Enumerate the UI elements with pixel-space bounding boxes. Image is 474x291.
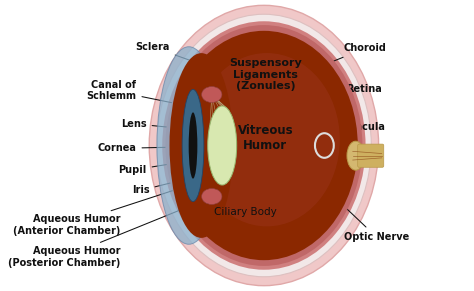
Text: Suspensory
Ligaments
(Zonules): Suspensory Ligaments (Zonules) — [229, 58, 302, 91]
Text: Ciliary Body: Ciliary Body — [214, 207, 276, 217]
Ellipse shape — [347, 141, 365, 170]
Text: Cornea: Cornea — [98, 143, 180, 153]
Ellipse shape — [170, 31, 358, 260]
Ellipse shape — [208, 106, 237, 185]
Ellipse shape — [156, 14, 371, 277]
Ellipse shape — [201, 189, 222, 205]
Ellipse shape — [194, 53, 340, 226]
Ellipse shape — [149, 5, 379, 286]
Text: Fovea: Fovea — [327, 145, 379, 155]
Text: Aqueous Humor
(Anterior Chamber): Aqueous Humor (Anterior Chamber) — [13, 188, 179, 236]
Text: Aqueous Humor
(Posterior Chamber): Aqueous Humor (Posterior Chamber) — [8, 209, 182, 268]
Text: Lens: Lens — [121, 119, 189, 130]
Ellipse shape — [189, 112, 197, 179]
Text: Macula: Macula — [327, 122, 385, 137]
Ellipse shape — [157, 47, 221, 244]
Ellipse shape — [170, 53, 233, 238]
Ellipse shape — [162, 21, 365, 270]
Text: Choroid: Choroid — [318, 43, 386, 68]
Text: Iris: Iris — [132, 179, 183, 195]
Text: Canal of
Schlemm: Canal of Schlemm — [86, 80, 186, 107]
Ellipse shape — [201, 86, 222, 102]
Ellipse shape — [165, 25, 363, 266]
Text: Sclera: Sclera — [136, 42, 218, 71]
Ellipse shape — [182, 89, 204, 202]
FancyBboxPatch shape — [358, 144, 384, 167]
Text: Optic Nerve: Optic Nerve — [335, 198, 409, 242]
Text: Pupil: Pupil — [118, 161, 182, 175]
Text: Retina: Retina — [324, 84, 382, 98]
Text: Vitreous
Humor: Vitreous Humor — [237, 124, 293, 152]
